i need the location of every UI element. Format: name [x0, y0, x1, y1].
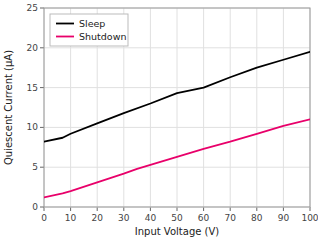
tick-mark [40, 47, 44, 48]
tick-label: 60 [198, 213, 210, 223]
tick-label: 25 [27, 3, 38, 13]
y-axis-label: Quiescent Current (μA) [3, 50, 14, 165]
tick-mark [44, 207, 45, 211]
series-line [44, 52, 310, 142]
tick-mark [123, 207, 124, 211]
tick-label: 5 [32, 162, 38, 172]
grid-line [230, 8, 231, 207]
chart: 0 10 20 30 40 50 60 70 80 90 100 0 5 10 15 20 25 Input Vo… [0, 0, 318, 243]
tick-mark [40, 167, 44, 168]
series-line [44, 119, 310, 197]
tick-mark [40, 127, 44, 128]
grid-line [203, 8, 204, 207]
tick-mark [40, 8, 44, 9]
grid-line [44, 167, 310, 168]
legend-label: Shutdown [79, 31, 126, 42]
grid-line [283, 8, 284, 207]
tick-mark [70, 207, 71, 211]
tick-label: 15 [27, 83, 38, 93]
tick-mark [40, 207, 44, 208]
tick-label: 40 [145, 213, 157, 223]
tick-label: 100 [301, 213, 318, 223]
tick-mark [283, 207, 284, 211]
tick-label: 10 [27, 122, 39, 132]
legend-label: Sleep [79, 18, 105, 29]
tick-mark [203, 207, 204, 211]
tick-mark [177, 207, 178, 211]
legend: Sleep Shutdown [50, 14, 128, 46]
grid-line [44, 87, 310, 88]
series-group [44, 52, 310, 198]
tick-label: 90 [278, 213, 290, 223]
grid-line [177, 8, 178, 207]
tick-mark [97, 207, 98, 211]
tick-mark [230, 207, 231, 211]
plot-background [44, 8, 310, 207]
tick-label: 0 [32, 202, 38, 212]
tick-label: 80 [251, 213, 263, 223]
x-axis-label: Input Voltage (V) [135, 226, 220, 237]
legend-box [50, 14, 128, 46]
plot-frame [44, 8, 310, 207]
tick-mark [310, 207, 311, 211]
tick-label: 0 [41, 213, 47, 223]
tick-label: 10 [65, 213, 77, 223]
tick-label: 70 [224, 213, 236, 223]
grid-line [256, 8, 257, 207]
tick-mark [256, 207, 257, 211]
tick-mark [150, 207, 151, 211]
tick-label: 50 [171, 213, 183, 223]
tick-label: 20 [27, 43, 39, 53]
tick-label: 20 [91, 213, 103, 223]
grid-line [150, 8, 151, 207]
grid-line [44, 47, 310, 48]
legend-swatch [56, 36, 74, 38]
tick-label: 30 [118, 213, 130, 223]
legend-swatch [56, 23, 74, 25]
tick-mark [40, 87, 44, 88]
